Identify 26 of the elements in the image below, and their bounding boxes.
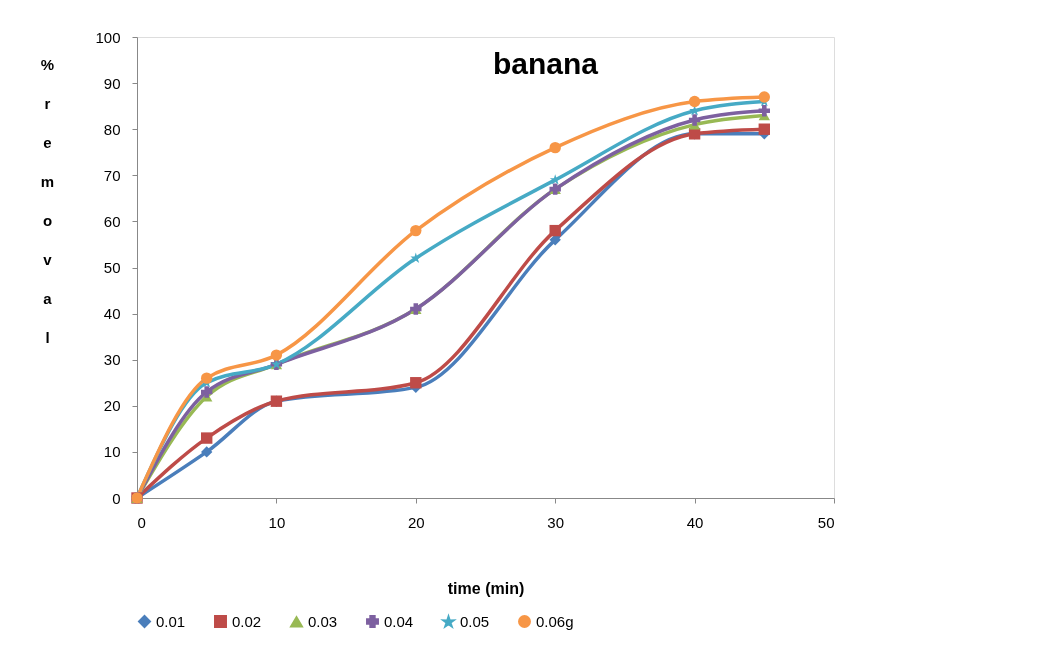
legend-label: 0.05 (460, 613, 490, 631)
y-tick-label: 40 (103, 305, 121, 323)
legend-label: 0.06g (536, 612, 574, 630)
chart-title: banana (492, 47, 599, 80)
y-tick-label: 70 (103, 166, 121, 184)
x-tick-label: 0 (137, 513, 146, 531)
x-tick-label: 20 (407, 513, 425, 531)
y-tick-label: 80 (103, 120, 121, 138)
y-tick-label: 20 (103, 397, 121, 415)
y-tick-label: 90 (103, 74, 121, 92)
legend-label: 0.01 (156, 612, 186, 630)
y-tick-label: 100 (95, 28, 121, 46)
legend-label: 0.03 (308, 612, 338, 630)
x-tick-label: 40 (686, 513, 704, 531)
legend-label: 0.04 (384, 612, 414, 630)
x-tick-label: 30 (547, 513, 565, 531)
text: % removal (40, 55, 55, 346)
y-tick-label: 0 (112, 489, 121, 507)
x-tick-label: 10 (268, 513, 286, 531)
y-tick-label: 10 (103, 443, 121, 461)
y-tick-label: 60 (103, 212, 121, 230)
x-axis-title: time (min) (447, 579, 525, 597)
y-tick-label: 50 (103, 259, 121, 276)
y-tick-label: 30 (103, 351, 121, 369)
x-tick-label: 50 (817, 513, 835, 531)
legend-label: 0.02 (232, 612, 262, 630)
